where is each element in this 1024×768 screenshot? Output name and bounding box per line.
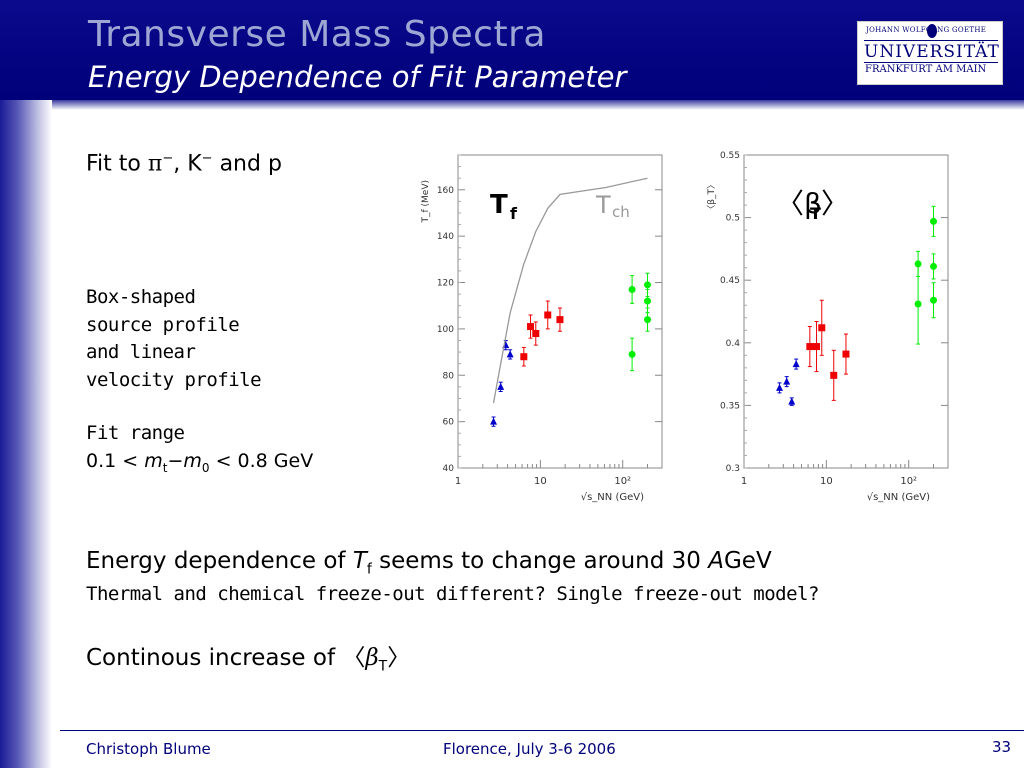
header-bar	[0, 0, 1024, 100]
logo-line-2: UNIVERSITÄT	[864, 42, 1000, 62]
proton-point	[643, 316, 651, 324]
pion-point	[506, 350, 514, 358]
footer-author: Christoph Blume	[86, 740, 211, 758]
x-tick-label: 10	[820, 476, 833, 487]
kaon-point	[556, 316, 564, 324]
kaon-point	[544, 311, 552, 319]
proton-point	[929, 217, 937, 225]
x-tick-label: 10²	[900, 476, 917, 487]
source-profile-text: Box-shaped source profile and linear vel…	[86, 286, 262, 391]
pion-point	[792, 360, 800, 368]
y-tick-label: 120	[437, 279, 454, 289]
x-tick-label: 10	[534, 476, 547, 487]
proton-point	[643, 281, 651, 289]
x-axis-label: √s_NN (GeV)	[581, 492, 644, 503]
logo-line-3: FRANKFURT AM MAIN	[865, 64, 987, 75]
slide-title: Transverse Mass Spectra	[88, 14, 546, 55]
y-tick-label: 0.35	[720, 401, 740, 411]
proton-point	[929, 262, 937, 270]
bullet-energy-dependence: Energy dependence of Tf seems to change …	[86, 548, 772, 578]
kaon-point	[806, 343, 814, 351]
y-tick-label: 160	[437, 186, 454, 196]
beta-energy-plot: 0.3 0.35 0.4 0.45 0.5 0.55 1 10 10² √s_NN (GeV) 〈β…	[706, 151, 949, 503]
tf-annotation: T	[490, 190, 508, 220]
y-tick-label: 0.55	[720, 151, 740, 161]
logo-rule	[864, 40, 998, 41]
header-fade	[0, 100, 1024, 110]
pion-point	[776, 383, 784, 391]
proton-point	[914, 300, 922, 308]
footer-rule	[60, 730, 1024, 731]
beta-annotation-close: 〉	[821, 187, 849, 220]
tch-annotation: T	[595, 191, 611, 219]
tch-annotation-sub: ch	[612, 203, 630, 221]
pion-point	[788, 397, 796, 405]
tf-annotation-sub: f	[510, 204, 518, 223]
proton-point	[914, 260, 922, 268]
logo-line-1: JOHANN WOLFGANG GOETHE	[866, 26, 987, 34]
kaon-point	[830, 371, 838, 379]
pion-point	[783, 377, 791, 385]
slide-subtitle: Energy Dependence of Fit Parameter	[88, 60, 627, 94]
proton-point	[628, 350, 636, 358]
beta-annotation-sub: T	[810, 204, 821, 223]
y-tick-label: 100	[437, 325, 454, 335]
x-axis-label: √s_NN (GeV)	[867, 492, 930, 503]
bullet-continuous-increase: Continous increase of 〈βT〉	[86, 645, 411, 675]
y-tick-label: 0.3	[726, 464, 740, 474]
kaon-point	[842, 350, 850, 358]
proton-point	[628, 285, 636, 293]
fit-range-text: Fit range 0.1 < mt−m0 < 0.8 GeV	[86, 422, 314, 475]
tf-energy-plot: 40 60 80 100 120 140 160 1 10 10² √s_NN (GeV) T_f (…	[421, 154, 663, 503]
proton-point	[643, 297, 651, 305]
x-tick-label: 10²	[614, 476, 631, 487]
y-tick-label: 0.45	[720, 276, 740, 286]
beta-annotation: 〈β	[776, 187, 822, 220]
plot-frame	[743, 154, 949, 469]
fit-to-text: Fit to π−, K− and p	[86, 151, 282, 177]
university-logo: JOHANN WOLFGANG GOETHE UNIVERSITÄT FRANK…	[857, 21, 1003, 85]
logo-rule	[864, 62, 998, 63]
y-axis-label: 〈β_T〉	[706, 180, 717, 214]
pion-point	[497, 382, 505, 390]
y-tick-label: 0.4	[726, 339, 741, 349]
y-tick-label: 0.5	[726, 214, 740, 224]
footer-venue: Florence, July 3-6 2006	[443, 740, 616, 758]
proton-point	[929, 296, 937, 304]
tch-curve	[492, 177, 648, 404]
x-tick-label: 1	[741, 476, 747, 487]
goethe-portrait-icon	[927, 24, 937, 38]
x-tick-label: 1	[455, 476, 461, 487]
y-tick-label: 60	[443, 418, 455, 428]
bullet-freeze-out: Thermal and chemical freeze-out differen…	[86, 583, 819, 605]
y-axis-label: T_f (MeV)	[421, 180, 431, 224]
kaon-point	[527, 323, 535, 331]
kaon-point	[818, 324, 826, 332]
y-tick-label: 40	[443, 464, 455, 474]
y-tick-label: 140	[437, 232, 454, 242]
y-tick-label: 80	[443, 371, 455, 381]
page-number: 33	[992, 738, 1012, 756]
kaon-point	[532, 330, 540, 338]
pion-point	[490, 417, 498, 425]
left-gradient-bar	[0, 100, 52, 768]
plot-frame	[457, 154, 663, 469]
kaon-point	[813, 343, 821, 351]
kaon-point	[520, 353, 528, 361]
